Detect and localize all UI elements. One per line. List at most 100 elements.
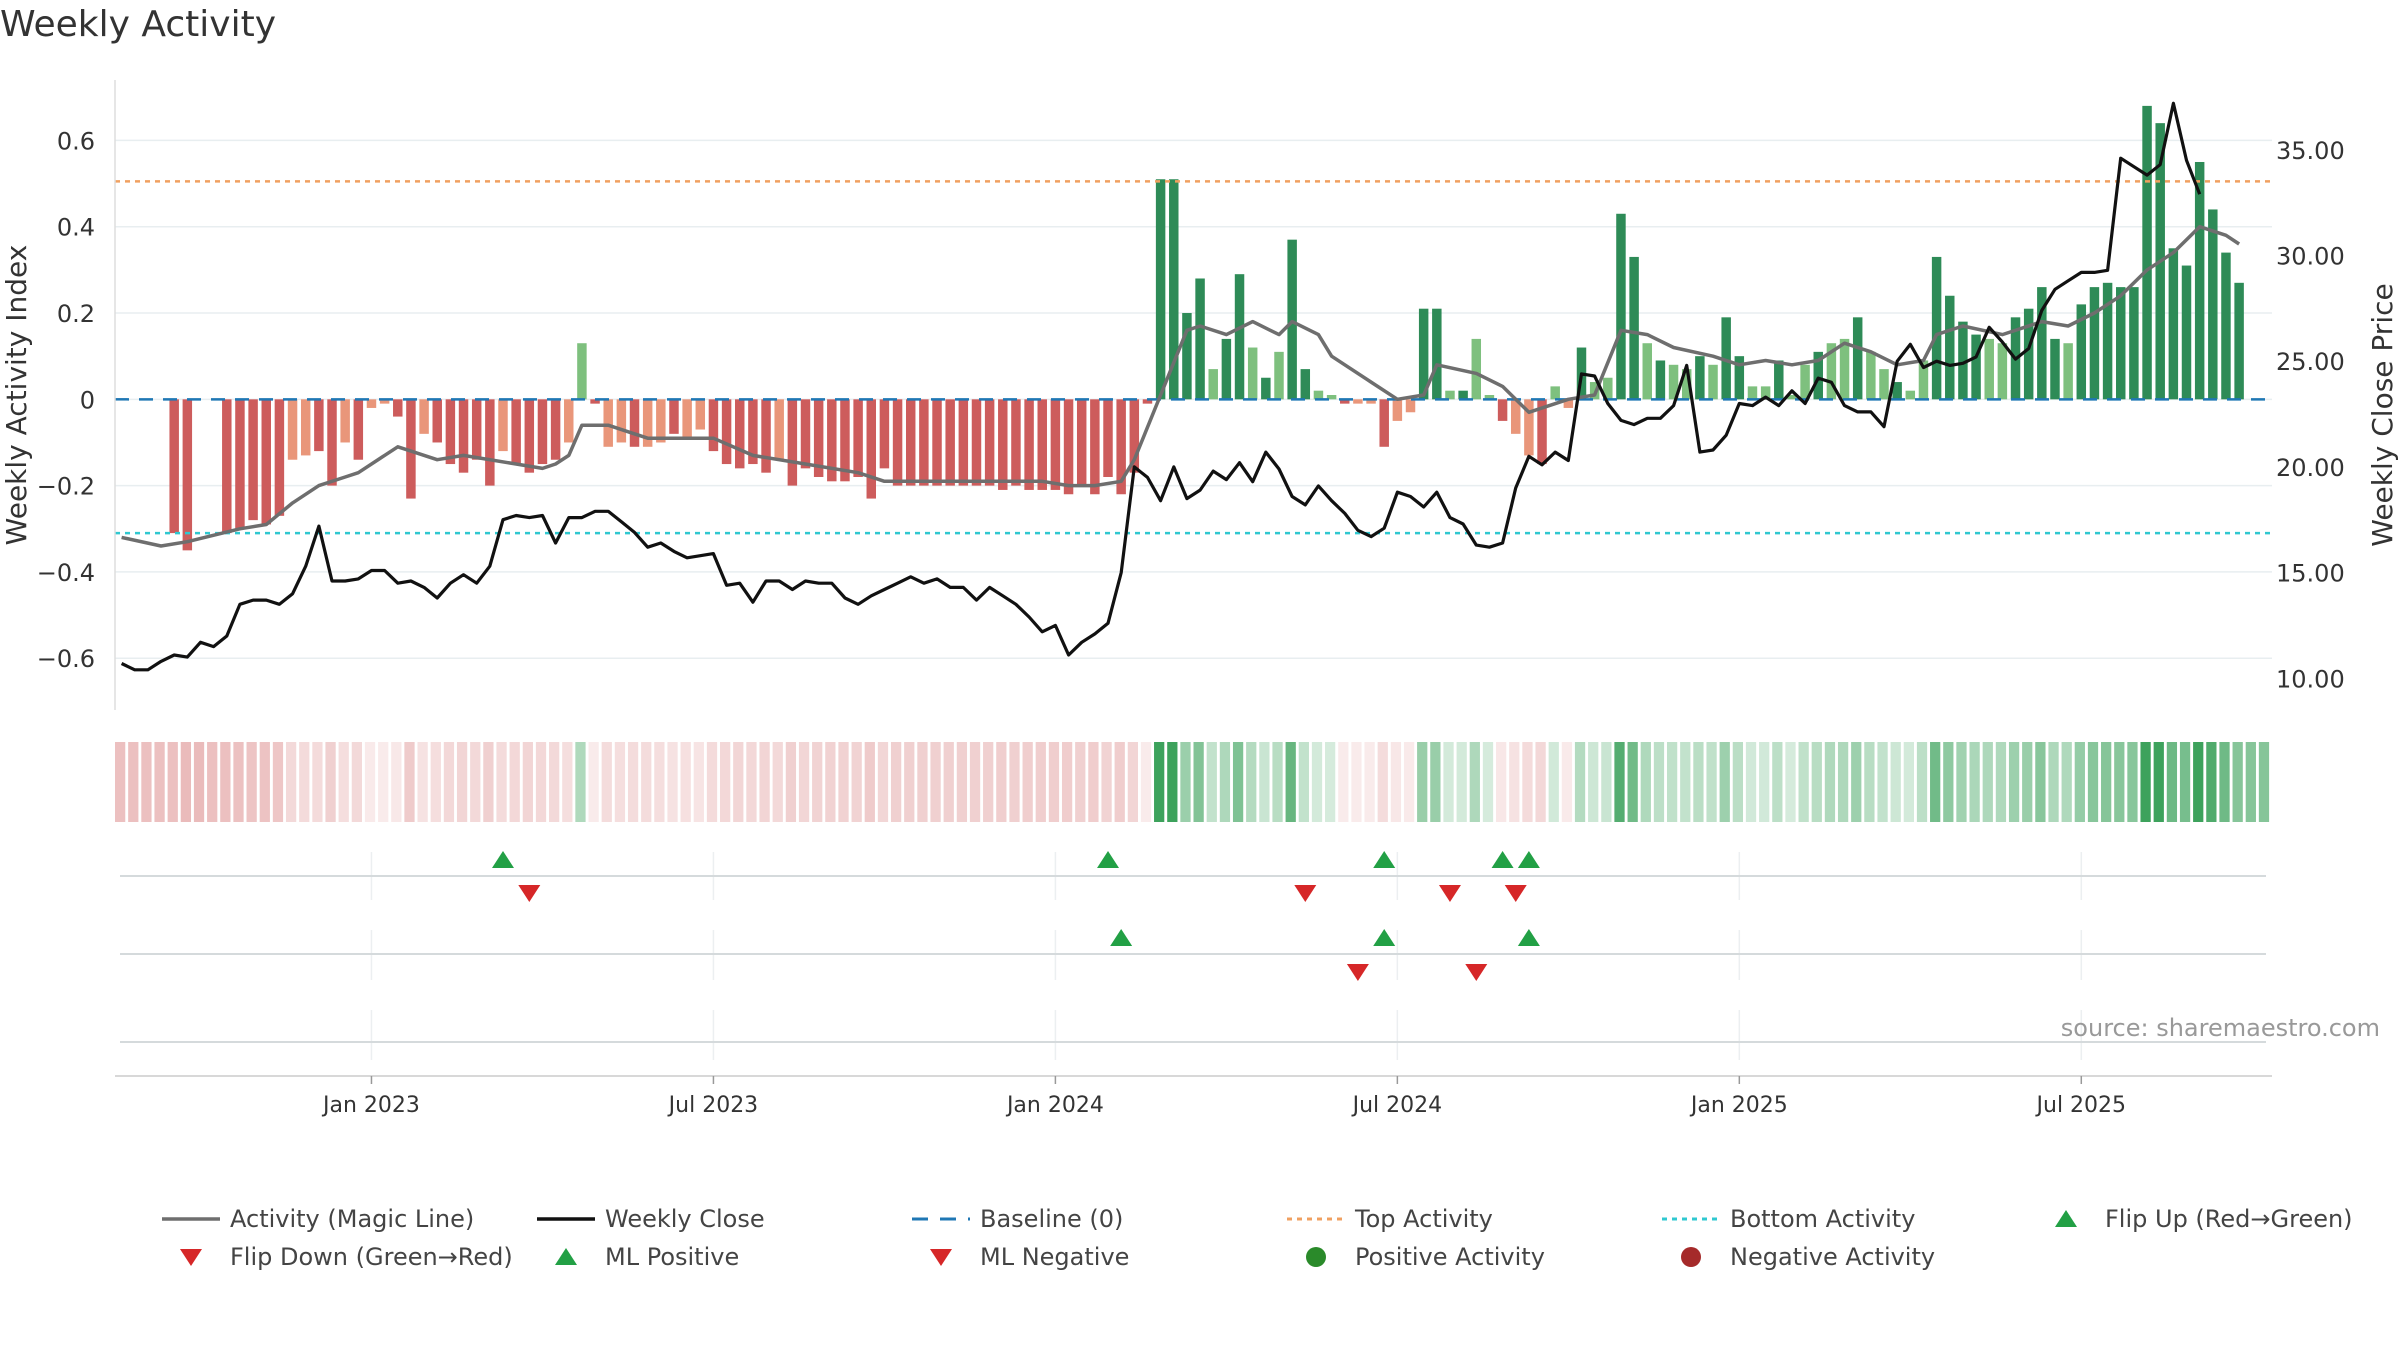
legend-label: Baseline (0) [980,1205,1124,1233]
activity-bar [1471,338,1482,400]
activity-bar [235,399,245,529]
legend-label: Flip Down (Green→Red) [230,1243,513,1271]
legend-item-top: Top Activity [1285,1204,1660,1234]
activity-bar [2116,287,2126,400]
activity-bar [761,399,771,473]
activity-bar [458,399,469,473]
heat-strip-cell [496,742,507,822]
activity-bar [1287,239,1297,400]
activity-bar [1379,399,1389,447]
legend-swatch-magic-icon [162,1217,220,1221]
heat-strip-cell [443,742,455,822]
activity-bar [1918,360,1929,400]
heat-strip-cell [1206,742,1217,822]
activity-bar [1787,395,1797,400]
activity-bar [1195,278,1205,400]
activity-bar [616,399,627,443]
activity-heat-strip [115,742,2270,822]
activity-bar [1037,399,1047,490]
heat-strip-cell [1075,742,1086,822]
grid-layer [115,139,2272,659]
heat-strip-cell [1877,742,1888,822]
legend-swatch-flipdown-icon [180,1249,202,1266]
activity-bar [2102,282,2113,400]
heat-strip-cell [391,742,402,822]
heat-strip-cell [1443,742,1454,822]
activity-bar [840,399,850,482]
activity-bar [1340,399,1350,404]
heat-strip-cell [1338,742,1349,822]
activity-bar [2037,287,2047,400]
heat-strip-cell [772,742,783,822]
heat-strip-cell [2193,742,2204,822]
heat-strip-cell [430,742,441,822]
heat-strip-cell [180,742,192,822]
legend-label: Negative Activity [1730,1243,1936,1271]
activity-bar [1747,386,1758,400]
activity-bar [1458,390,1468,400]
heat-strip-cell [2179,742,2191,822]
activity-bar [274,399,285,516]
heat-strip-cell [483,742,494,822]
legend-swatch-baseline-icon [912,1217,970,1221]
heat-strip-cell [1219,742,1231,822]
heat-strip-cell [1627,742,1638,822]
activity-bar [813,399,824,477]
heat-strip-cell [1167,742,1178,822]
activity-bar [1050,399,1061,490]
heat-strip-cell [535,742,547,822]
heat-strip-cell [825,742,836,822]
activity-bar [1511,399,1521,434]
activity-bar [511,399,521,465]
activity-bar [800,399,811,469]
activity-bar [919,399,929,486]
activity-bar [182,399,193,551]
activity-bar [314,399,324,452]
heat-strip-cell [614,742,626,822]
activity-bar [353,399,364,460]
heat-strip-cell [890,742,902,822]
heat-strip-cell [969,742,981,822]
heat-strip-cell [1561,742,1573,822]
activity-bar [1024,399,1034,490]
heat-strip-cell [1140,742,1152,822]
heat-strip-cell [1719,742,1730,822]
activity-bar [1668,364,1679,400]
source-credit: source: sharemaestro.com [2060,1014,2380,1042]
y-tick-label: −0.6 [37,645,95,673]
activity-bar [1116,399,1126,495]
activity-bar [1984,338,1994,400]
legend-label: Bottom Activity [1730,1205,1916,1233]
x-tick-label: Jul 2023 [667,1093,759,1118]
heat-strip-cell [1535,742,1546,822]
activity-bar [1261,377,1271,400]
heat-strip-cell [1522,742,1533,822]
heat-strip-cell [1127,742,1138,822]
heat-strip-cell [1956,742,1967,822]
activity-bar [1695,356,1705,400]
legend: Activity (Magic Line) Weekly Close Baselin… [160,1204,2380,1272]
heat-strip-cell [338,742,349,822]
heat-strip-cell [851,742,862,822]
heat-strip-cell [1351,742,1362,822]
activity-bar [721,399,732,465]
activity-bar [945,399,955,486]
activity-bar [1208,369,1218,400]
heat-strip-cell [1666,742,1678,822]
heat-strip-cell [404,742,415,822]
series-lines [120,101,2241,672]
activity-bar [1800,364,1810,400]
heat-strip-cell [1601,742,1612,822]
ml-positive-marker [1517,929,1540,946]
heat-strip-cell [1588,742,1599,822]
heat-strip-cell [733,742,744,822]
heat-strip-cell [904,742,915,822]
legend-swatch-bottom-icon [1662,1217,1720,1221]
x-tick-label: Jan 2024 [1005,1093,1104,1118]
flip-up-marker [1491,851,1514,868]
heat-strip-cell [1772,742,1783,822]
activity-bar [1432,308,1442,400]
activity-bar [2208,209,2218,400]
legend-label: Top Activity [1355,1205,1493,1233]
heat-strip-cell [154,742,165,822]
